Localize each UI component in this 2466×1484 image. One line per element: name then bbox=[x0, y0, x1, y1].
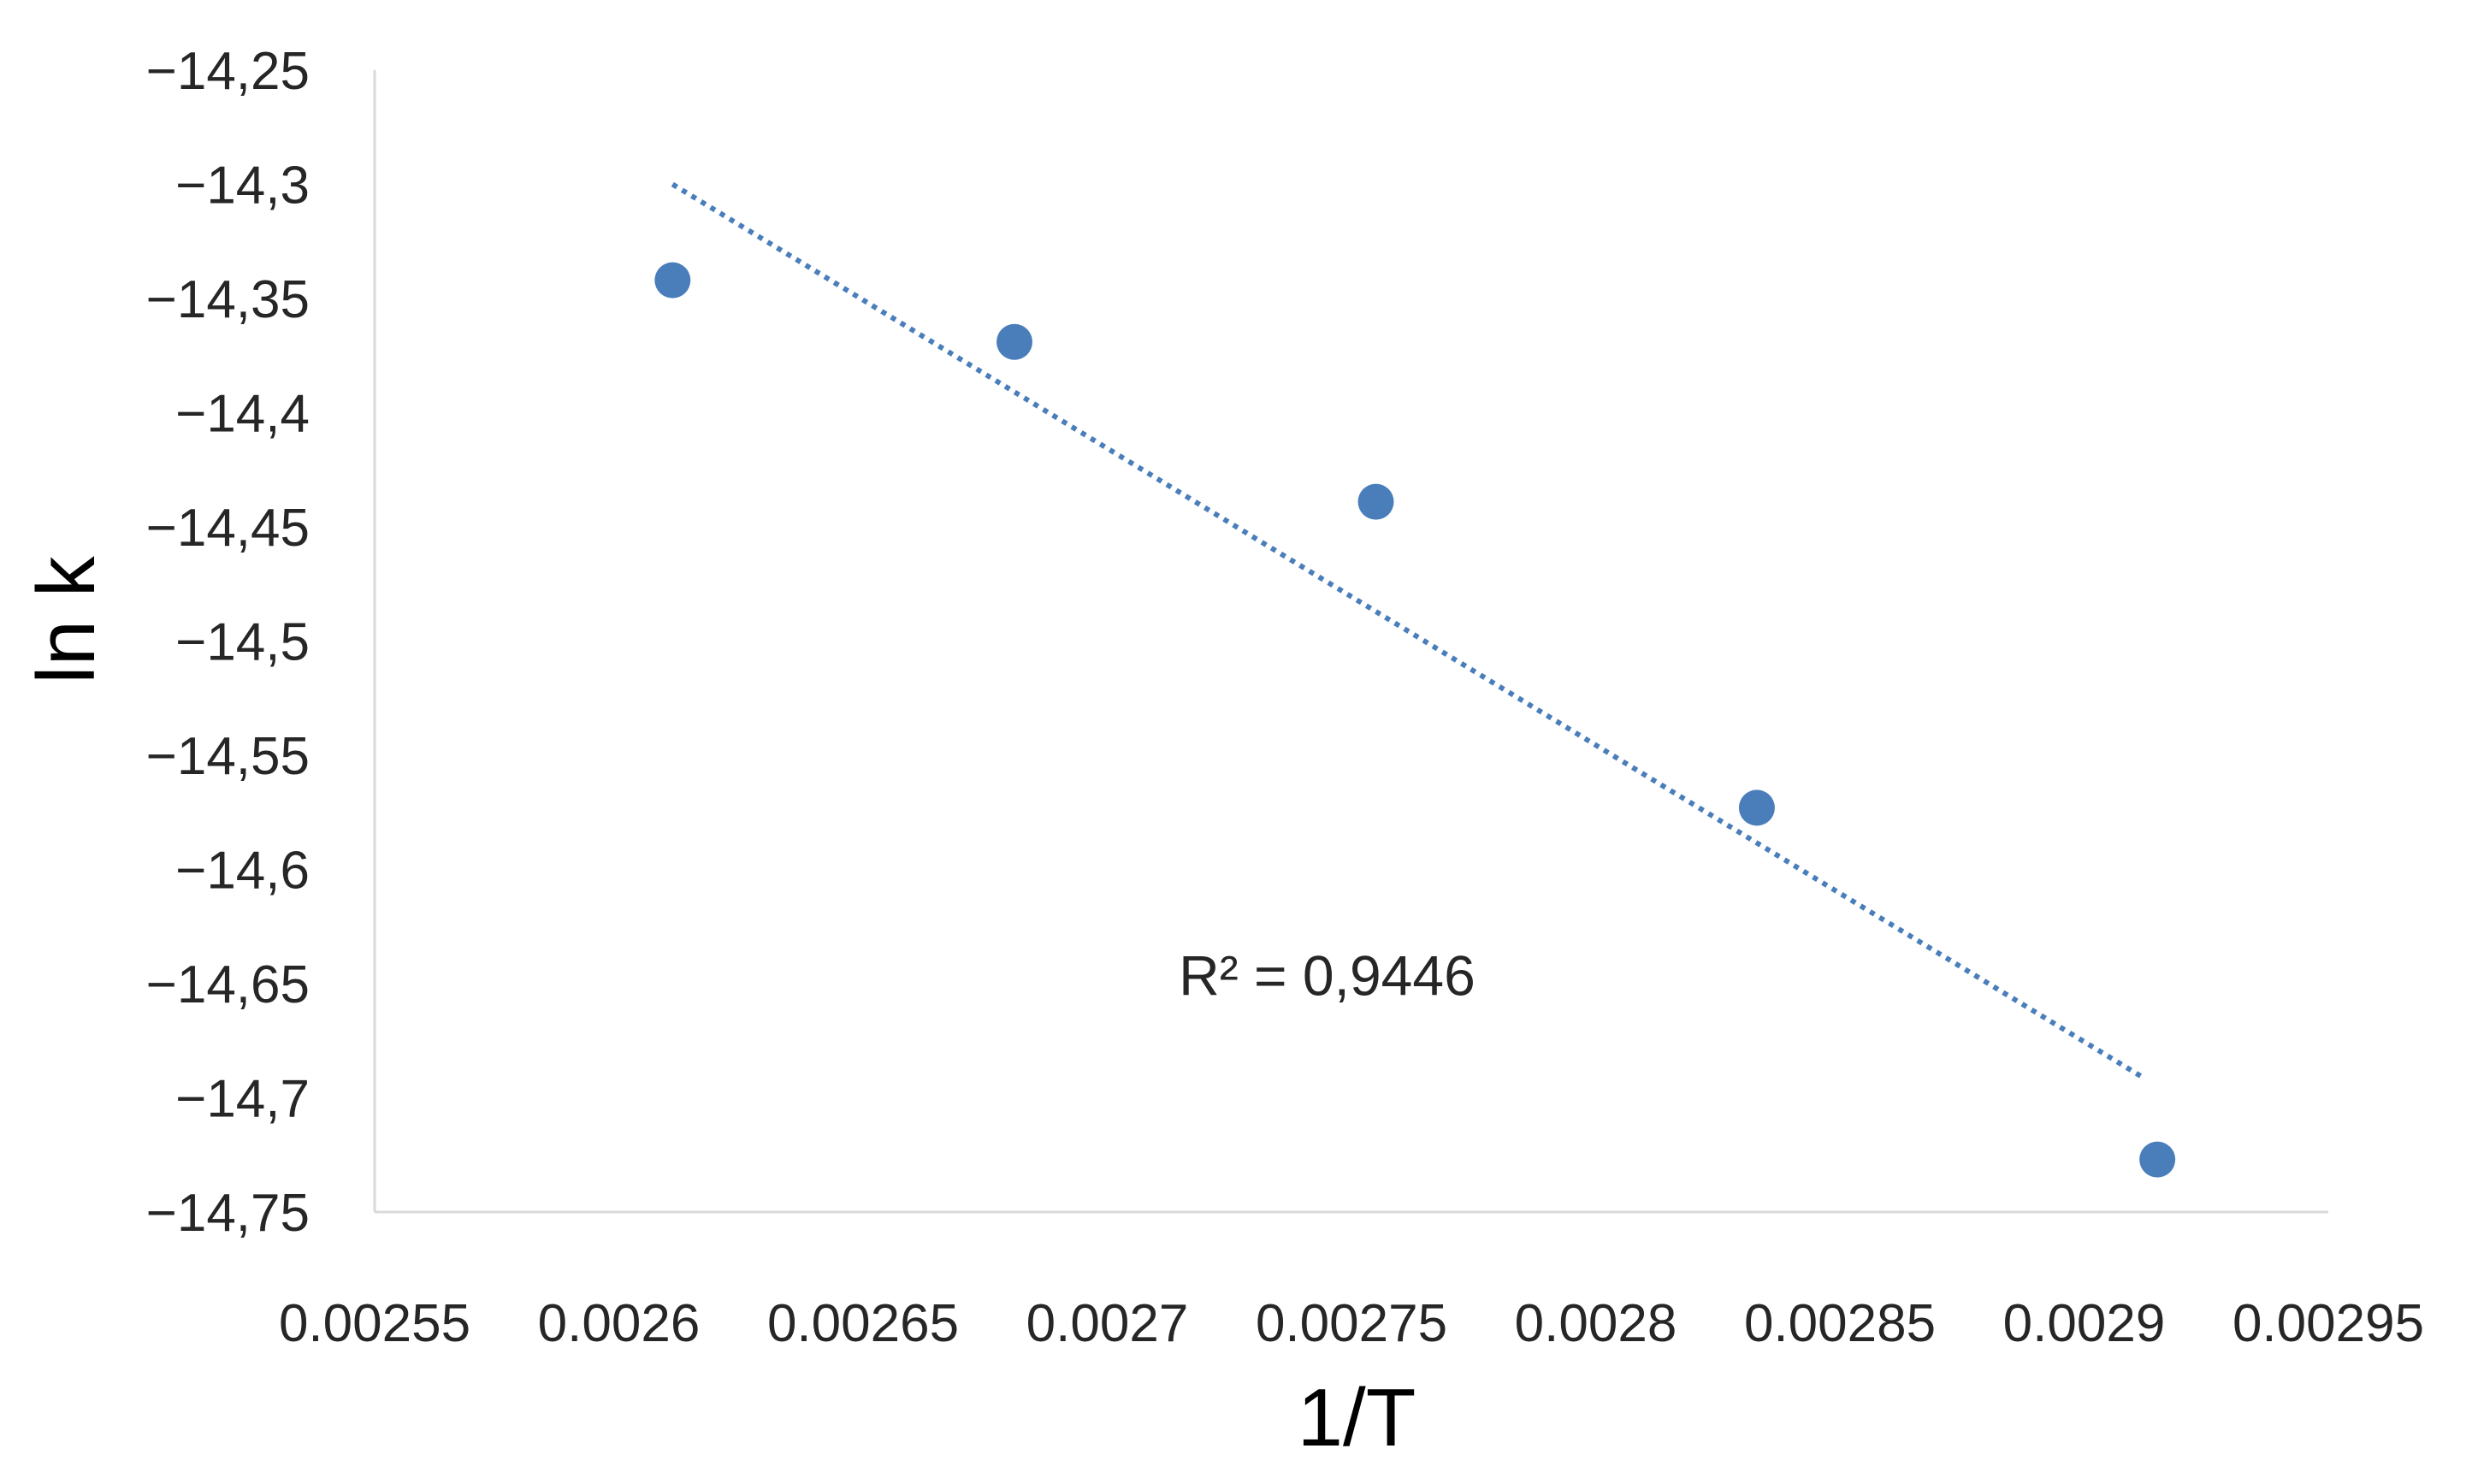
trendline bbox=[671, 181, 2144, 1080]
x-tick-label: 0.00275 bbox=[1256, 1294, 1447, 1353]
annotations: R² = 0,9446 bbox=[1179, 943, 1475, 1007]
y-tick-labels: −14,25 −14,3 −14,35 −14,4 −14,45 −14,5 −14,55 −… bbox=[146, 42, 310, 1243]
x-axis-title: 1/T bbox=[1298, 1372, 1416, 1463]
r-squared-annotation: R² = 0,9446 bbox=[1179, 943, 1475, 1007]
linear-trendline bbox=[671, 181, 2144, 1080]
x-tick-labels: 0.00255 0.0026 0.00265 0.0027 0.00275 0.0028 0… bbox=[279, 1294, 2424, 1353]
x-tick-label: 0.0028 bbox=[1515, 1294, 1677, 1353]
y-tick-label: −14,75 bbox=[146, 1184, 310, 1243]
x-tick-label: 0.00295 bbox=[2232, 1294, 2424, 1353]
data-points bbox=[654, 262, 2176, 1178]
y-tick-label: −14,35 bbox=[146, 270, 310, 329]
y-tick-label: −14,25 bbox=[146, 42, 310, 101]
x-tick-label: 0.0029 bbox=[2003, 1294, 2166, 1353]
x-tick-label: 0.00265 bbox=[767, 1294, 959, 1353]
y-tick-label: −14,55 bbox=[146, 727, 310, 786]
data-point bbox=[1738, 789, 1775, 826]
x-tick-label: 0.0026 bbox=[538, 1294, 701, 1353]
data-point bbox=[2139, 1141, 2176, 1178]
x-tick-label: 0.0027 bbox=[1026, 1294, 1189, 1353]
y-axis-title: ln k bbox=[21, 555, 112, 683]
data-point bbox=[996, 323, 1033, 360]
data-point bbox=[1357, 483, 1394, 520]
y-tick-label: −14,5 bbox=[175, 613, 310, 672]
y-tick-label: −14,4 bbox=[175, 385, 310, 444]
x-tick-label: 0.00285 bbox=[1744, 1294, 1936, 1353]
y-tick-label: −14,7 bbox=[175, 1070, 310, 1129]
y-tick-label: −14,45 bbox=[146, 499, 310, 558]
x-tick-label: 0.00255 bbox=[279, 1294, 470, 1353]
y-tick-label: −14,65 bbox=[146, 955, 310, 1014]
y-tick-label: −14,3 bbox=[175, 157, 310, 216]
data-point bbox=[654, 262, 691, 299]
y-tick-label: −14,6 bbox=[175, 842, 310, 901]
